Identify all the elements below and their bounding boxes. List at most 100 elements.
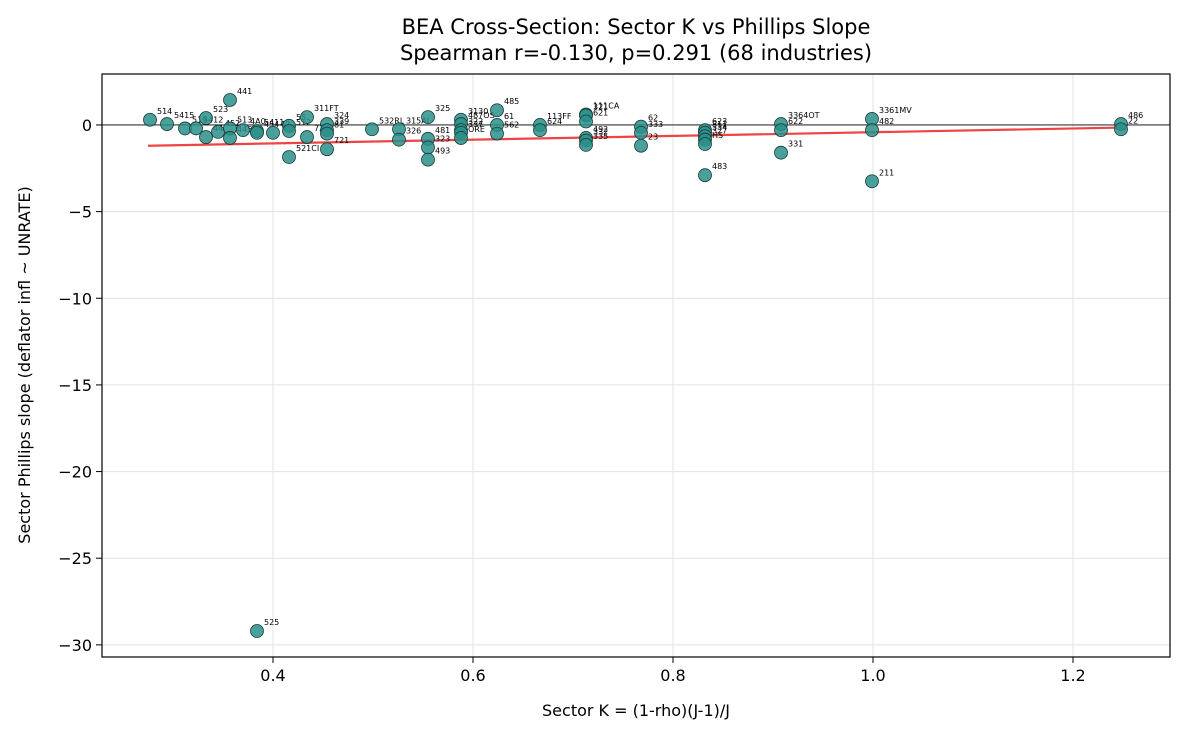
point — [320, 142, 334, 157]
point — [236, 123, 250, 138]
point — [282, 150, 296, 164]
point — [1114, 122, 1128, 137]
point — [865, 174, 879, 189]
point-label: 337 — [468, 120, 483, 129]
point-label: 111CA — [593, 102, 620, 111]
point-label: 113FF — [547, 112, 572, 121]
point — [698, 137, 712, 151]
point-label: 72 — [314, 124, 324, 133]
point-label: 487OS — [468, 111, 495, 120]
point — [300, 130, 314, 144]
point-label: 624 — [547, 117, 562, 126]
point-label: 525 — [264, 618, 279, 627]
point — [579, 114, 593, 129]
point — [223, 131, 237, 145]
point-label: 486 — [1128, 111, 1143, 120]
point-label: 482 — [879, 117, 894, 126]
point — [300, 110, 314, 125]
point — [392, 132, 406, 147]
point-label: 532RL — [379, 116, 405, 125]
point — [250, 624, 264, 638]
point — [266, 125, 280, 140]
point — [454, 131, 468, 145]
point-label: 325 — [435, 104, 450, 113]
point-label: 324 — [334, 111, 349, 120]
point-label: 326 — [406, 127, 421, 136]
point-label: 331 — [788, 140, 803, 149]
point — [160, 117, 174, 131]
y-tick-label: −30 — [58, 636, 92, 655]
x-tick-label: 0.8 — [660, 666, 685, 685]
point — [320, 126, 334, 141]
point-label: 623 — [712, 117, 727, 126]
x-tick-label: 0.4 — [260, 666, 285, 685]
x-tick-label: 1.0 — [860, 666, 885, 685]
point — [421, 110, 435, 125]
y-tick-label: −5 — [68, 203, 92, 222]
point-label: 3361MV — [879, 106, 912, 115]
point — [189, 121, 203, 136]
point-label: 521CI — [296, 144, 319, 153]
chart-title: BEA Cross-Section: Sector K vs Phillips … — [402, 15, 871, 39]
point-label: 322 — [468, 117, 483, 126]
point-label: 513 — [237, 115, 252, 124]
point-label: 335 — [593, 132, 608, 141]
point-label: 493 — [435, 147, 450, 156]
point — [199, 111, 213, 125]
y-tick-label: −10 — [58, 289, 92, 308]
point-label: 23 — [648, 133, 658, 142]
point-label: 721 — [334, 136, 349, 145]
point-label: 5411 — [264, 118, 284, 127]
point — [634, 125, 648, 140]
point-label: 4A0 — [250, 117, 266, 126]
point-label: 339 — [334, 117, 349, 126]
x-tick-label: 0.6 — [460, 666, 485, 685]
point-label: 441 — [237, 87, 252, 96]
point — [365, 122, 379, 137]
point — [223, 93, 237, 107]
point-label: 562 — [504, 121, 519, 130]
point — [698, 168, 712, 183]
point-label: 61 — [504, 112, 514, 121]
point — [421, 152, 435, 167]
y-axis-label: Sector Phillips slope (deflator infl ~ U… — [15, 186, 34, 543]
point — [143, 112, 157, 127]
y-tick-label: −15 — [58, 376, 92, 395]
point-label: 621 — [593, 108, 608, 117]
point-label: ORE — [468, 125, 485, 134]
point-label: 334 — [712, 123, 727, 132]
point — [865, 123, 879, 138]
point — [282, 124, 296, 138]
point-label: 483 — [712, 162, 727, 171]
point-label: HS — [712, 131, 723, 140]
point — [211, 124, 225, 139]
point-label: 811 — [712, 120, 727, 129]
point — [250, 125, 264, 140]
point — [199, 130, 213, 144]
point — [774, 123, 788, 138]
point-label: 311FT — [314, 104, 339, 113]
point-label: 62 — [648, 114, 658, 123]
x-axis-label: Sector K = (1-rho)(J-1)/J — [542, 701, 730, 720]
point — [490, 126, 504, 141]
point — [533, 123, 547, 138]
point-label: 5415 — [174, 111, 194, 120]
point-label: 81 — [334, 121, 344, 130]
point-label: 315AL — [406, 116, 432, 125]
point — [421, 140, 435, 155]
point — [634, 138, 648, 153]
point-label: 5412 — [203, 115, 223, 124]
point — [490, 103, 504, 118]
point-label: 211 — [879, 168, 894, 177]
point-label: 3364OT — [788, 111, 820, 120]
plot-frame — [101, 73, 1171, 658]
point-label: 492 — [593, 125, 608, 134]
point-label: 514 — [157, 107, 172, 116]
point — [774, 145, 788, 160]
point-label: 332 — [593, 128, 608, 137]
point-label: 22 — [1128, 116, 1138, 125]
point-label: 622 — [788, 117, 803, 126]
point-label: 454 — [264, 120, 279, 129]
x-tick-label: 1.2 — [1060, 666, 1085, 685]
